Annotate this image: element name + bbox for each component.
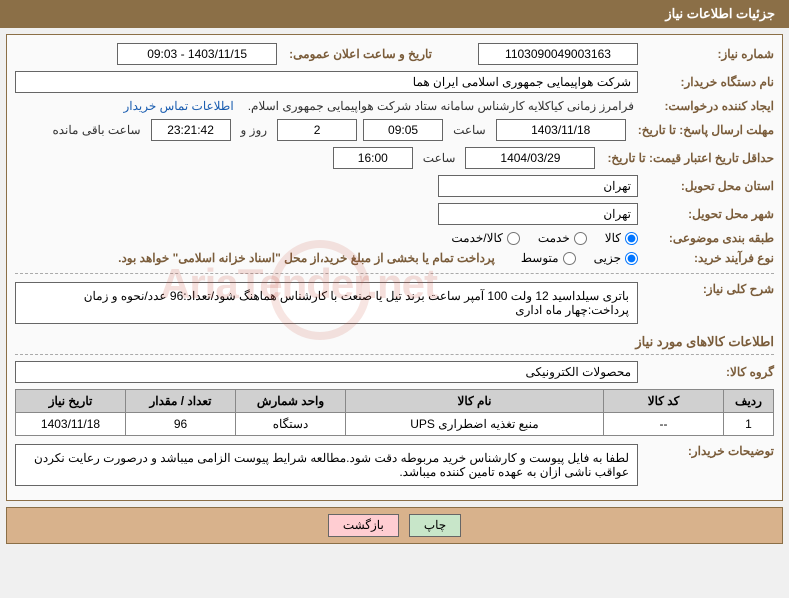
reply-time: 09:05 xyxy=(363,119,443,141)
time-word-2: ساعت xyxy=(419,151,460,165)
reply-deadline-label: مهلت ارسال پاسخ: تا تاریخ: xyxy=(632,123,774,137)
announce-value: 1403/11/15 - 09:03 xyxy=(117,43,277,65)
buyer-org-label: نام دستگاه خریدار: xyxy=(644,75,774,89)
buyer-org-value: شرکت هواپیمایی جمهوری اسلامی ایران هما xyxy=(15,71,638,93)
requester-label: ایجاد کننده درخواست: xyxy=(644,99,774,113)
th-code: کد کالا xyxy=(604,390,724,413)
reply-date: 1403/11/18 xyxy=(496,119,626,141)
radio-goods[interactable] xyxy=(625,232,638,245)
radio-service[interactable] xyxy=(574,232,587,245)
overview-label: شرح کلی نیاز: xyxy=(644,282,774,296)
radio-partial[interactable] xyxy=(625,252,638,265)
delivery-province: تهران xyxy=(438,175,638,197)
need-number-value: 1103090049003163 xyxy=(478,43,638,65)
th-qty: تعداد / مقدار xyxy=(126,390,236,413)
need-number-label: شماره نیاز: xyxy=(644,47,774,61)
th-name: نام کالا xyxy=(346,390,604,413)
purchase-note: پرداخت تمام یا بخشی از مبلغ خرید،از محل … xyxy=(118,251,495,265)
validity-label: حداقل تاریخ اعتبار قیمت: تا تاریخ: xyxy=(601,151,774,165)
contact-buyer-link[interactable]: اطلاعات تماس خریدار xyxy=(123,99,237,113)
delivery-province-label: استان محل تحویل: xyxy=(644,179,774,193)
th-date: تاریخ نیاز xyxy=(16,390,126,413)
cell-unit: دستگاه xyxy=(236,413,346,436)
cell-row: 1 xyxy=(724,413,774,436)
validity-time: 16:00 xyxy=(333,147,413,169)
table-row: 1 -- منبع تغذیه اضطراری UPS دستگاه 96 14… xyxy=(16,413,774,436)
goods-group-value: محصولات الکترونیکی xyxy=(15,361,638,383)
back-button[interactable]: بازگشت xyxy=(328,514,399,537)
goods-section-title: اطلاعات کالاهای مورد نیاز xyxy=(15,334,774,355)
validity-date: 1404/03/29 xyxy=(465,147,595,169)
goods-table: ردیف کد کالا نام کالا واحد شمارش تعداد /… xyxy=(15,389,774,436)
requester-value: فرامرز زمانی کیاکلایه کارشناس سامانه ستا… xyxy=(244,99,638,113)
buyer-notes-label: توضیحات خریدار: xyxy=(644,444,774,458)
time-word-1: ساعت xyxy=(449,123,490,137)
footer-bar: چاپ بازگشت xyxy=(6,507,783,544)
purchase-type-group: جزیی متوسط xyxy=(521,251,638,265)
radio-goods-service[interactable] xyxy=(507,232,520,245)
cell-name: منبع تغذیه اضطراری UPS xyxy=(346,413,604,436)
days-remaining: 2 xyxy=(277,119,357,141)
category-radio-group: کالا خدمت کالا/خدمت xyxy=(451,231,638,245)
remaining-label: ساعت باقی مانده xyxy=(48,123,144,137)
countdown: 23:21:42 xyxy=(151,119,231,141)
cell-date: 1403/11/18 xyxy=(16,413,126,436)
radio-medium[interactable] xyxy=(563,252,576,265)
page-header: جزئیات اطلاعات نیاز xyxy=(0,0,789,28)
cell-code: -- xyxy=(604,413,724,436)
th-unit: واحد شمارش xyxy=(236,390,346,413)
print-button[interactable]: چاپ xyxy=(409,514,461,537)
announce-label: تاریخ و ساعت اعلان عمومی: xyxy=(283,47,432,61)
details-panel: شماره نیاز: 1103090049003163 تاریخ و ساع… xyxy=(6,34,783,501)
delivery-city: تهران xyxy=(438,203,638,225)
delivery-city-label: شهر محل تحویل: xyxy=(644,207,774,221)
category-label: طبقه بندی موضوعی: xyxy=(644,231,774,245)
page-title: جزئیات اطلاعات نیاز xyxy=(665,6,775,21)
days-and: روز و xyxy=(237,123,272,137)
buyer-notes-text: لطفا به فایل پیوست و کارشناس خرید مربوطه… xyxy=(15,444,638,486)
purchase-type-label: نوع فرآیند خرید: xyxy=(644,251,774,265)
th-row: ردیف xyxy=(724,390,774,413)
goods-group-label: گروه کالا: xyxy=(644,365,774,379)
cell-qty: 96 xyxy=(126,413,236,436)
overview-text: باتری سیلداسید 12 ولت 100 آمپر ساعت برند… xyxy=(15,282,638,324)
